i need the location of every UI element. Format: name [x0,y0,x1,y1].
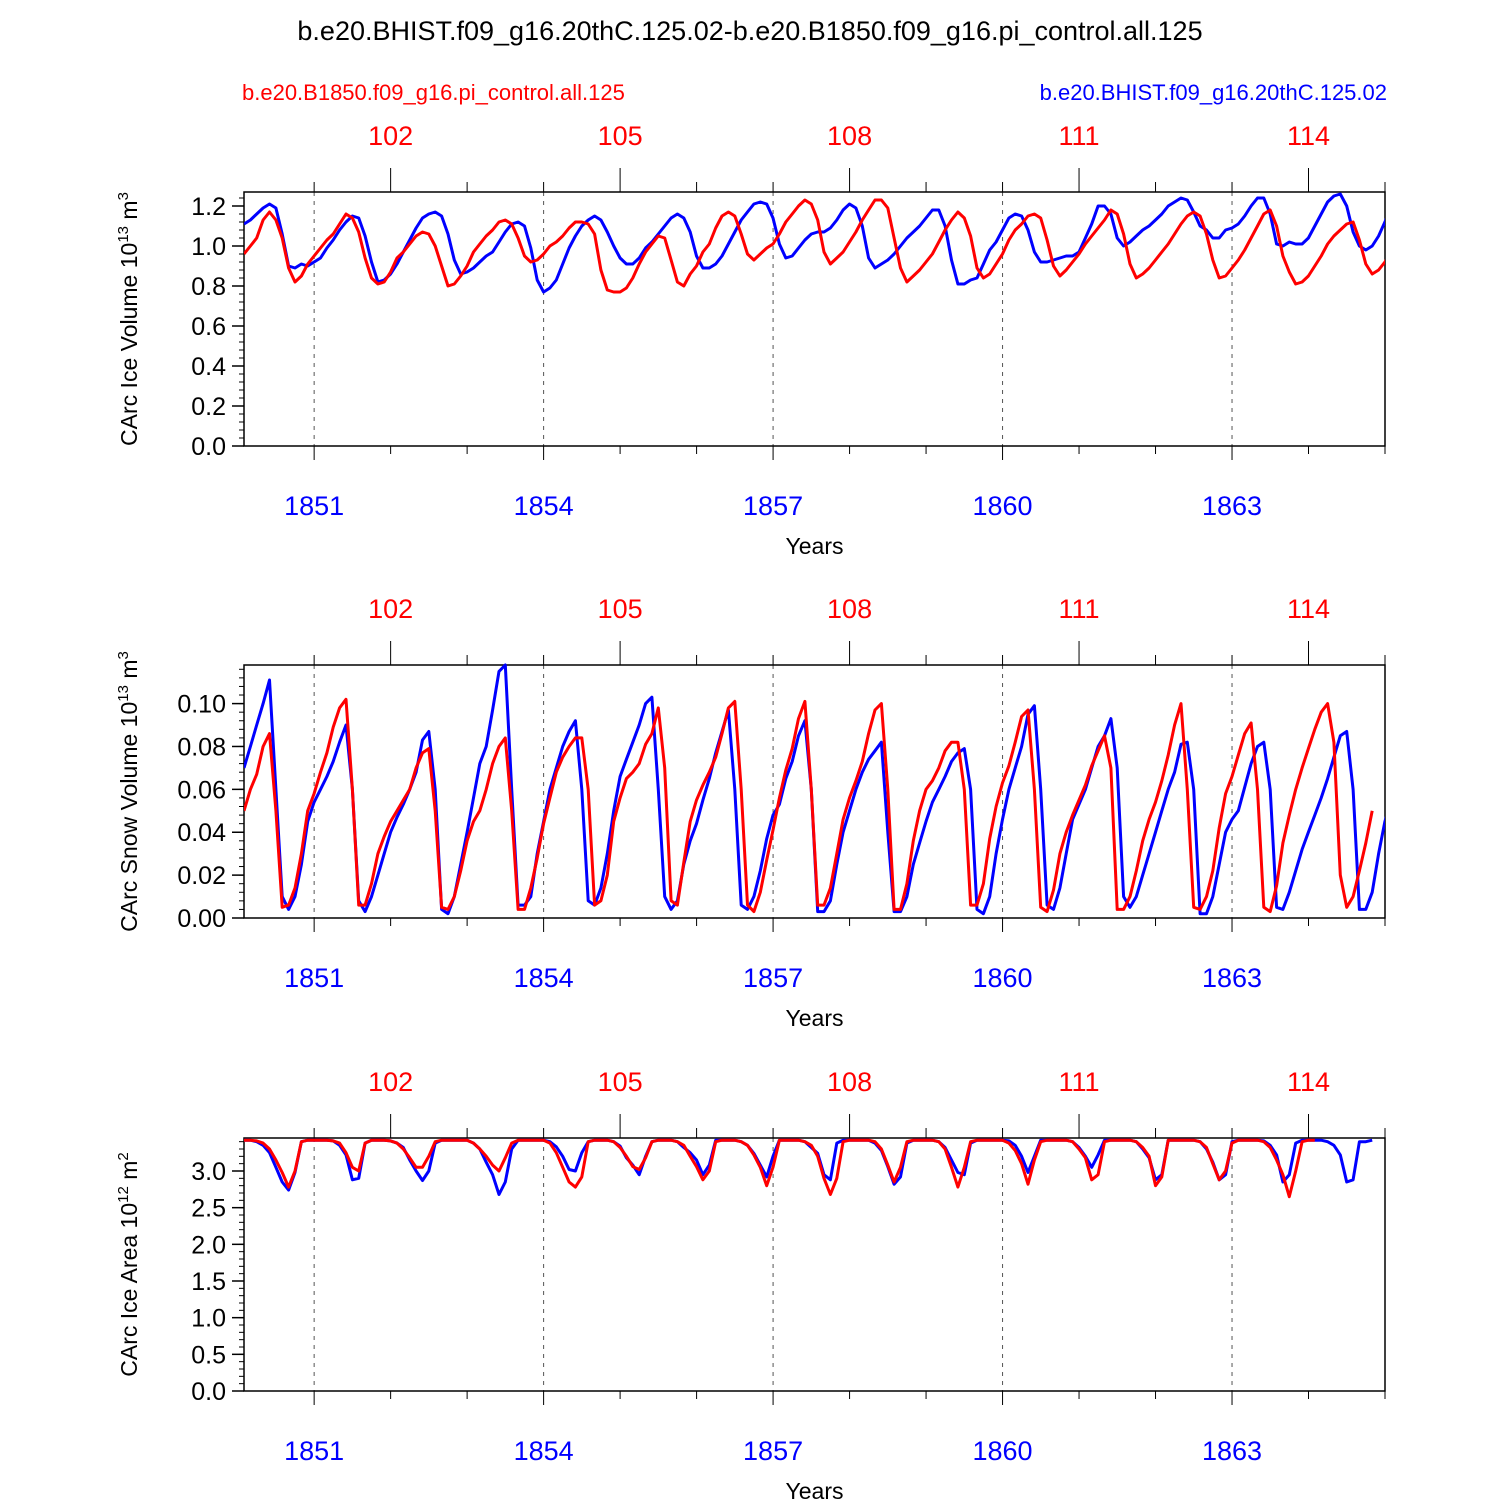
y-tick-label: 0.0 [191,1378,226,1406]
y-tick-label: 3.0 [191,1158,226,1186]
x-top-label: 108 [827,1067,872,1097]
series-line-hist [244,192,1385,294]
x-bottom-label: 1857 [743,963,803,993]
y-tick-label: 0.2 [191,393,226,421]
x-top-label: 102 [368,594,413,624]
legend-hist-label: b.e20.BHIST.f09_g16.20thC.125.02 [1039,80,1387,105]
y-tick-label: 0.02 [177,862,226,890]
panel-3: 0.0 0.5 1.0 1.5 2.0 2.5 3.0 1851 1854 1857 1860 186… [115,1067,1386,1500]
x-bottom-label: 1857 [743,1436,803,1466]
y-tick-label: 0.5 [191,1341,226,1369]
x-top-label: 114 [1287,594,1330,624]
x-bottom-label: 1854 [514,1436,574,1466]
y-axis-label: CArc Ice Area 1012 m2 [115,1152,142,1376]
y-tick-label: 0.00 [177,905,226,933]
series-line-hist [244,663,1385,916]
x-top-label: 111 [1059,594,1100,624]
x-bottom-label: 1851 [284,963,344,993]
y-tick-label: 1.5 [191,1268,226,1296]
x-top-label: 114 [1287,121,1330,151]
x-bottom-label: 1860 [973,1436,1033,1466]
y-axis-label: CArc Snow Volume 1013 m3 [115,651,142,932]
x-bottom-label: 1854 [514,491,574,521]
x-top-label: 105 [598,121,643,151]
legend-control-label: b.e20.B1850.f09_g16.pi_control.all.125 [242,80,625,105]
series-line-hist [244,1138,1373,1196]
x-top-label: 102 [368,1067,413,1097]
x-bottom-label: 1857 [743,491,803,521]
x-top-label: 108 [827,594,872,624]
x-top-label: 105 [598,594,643,624]
x-top-label: 114 [1287,1067,1330,1097]
x-top-label: 108 [827,121,872,151]
y-tick-label: 0.06 [177,776,226,804]
y-tick-label: 1.0 [191,233,226,261]
figure-title: b.e20.BHIST.f09_g16.20thC.125.02-b.e20.B… [297,16,1203,46]
x-top-label: 102 [368,121,413,151]
y-tick-label: 0.6 [191,313,226,341]
x-bottom-label: 1860 [973,491,1033,521]
x-bottom-label: 1851 [284,491,344,521]
y-tick-label: 1.0 [191,1305,226,1333]
x-axis-label: Years [786,1478,844,1500]
y-tick-label: 0.04 [177,819,226,847]
series-line-control [244,1138,1315,1199]
x-axis-label: Years [786,533,844,559]
y-tick-label: 2.5 [191,1195,226,1223]
x-bottom-label: 1863 [1202,963,1262,993]
x-top-label: 111 [1059,1067,1100,1097]
x-bottom-label: 1863 [1202,1436,1262,1466]
series-line-control [244,697,1374,914]
series-line-control [244,198,1385,294]
y-tick-label: 0.08 [177,733,226,761]
panel-1: 0.0 0.2 0.4 0.6 0.8 1.0 1.2 1851 1854 1857 1860 186… [115,121,1386,559]
y-axis-label: CArc Ice Volume 1013 m3 [115,192,142,446]
y-tick-label: 1.2 [191,193,226,221]
x-top-label: 111 [1059,121,1100,151]
plot-frame [243,1137,1386,1392]
y-tick-label: 0.0 [191,433,226,461]
y-tick-label: 0.4 [191,353,226,381]
plot-frame [243,664,1386,919]
panel-2: 0.00 0.02 0.04 0.06 0.08 0.10 1851 1854 1857 1860… [115,594,1386,1031]
x-bottom-label: 1863 [1202,491,1262,521]
x-bottom-label: 1851 [284,1436,344,1466]
x-bottom-label: 1860 [973,963,1033,993]
y-tick-label: 0.8 [191,273,226,301]
x-top-label: 105 [598,1067,643,1097]
y-tick-label: 0.10 [177,691,226,719]
plot-frame [243,191,1386,447]
x-bottom-label: 1854 [514,963,574,993]
x-axis-label: Years [786,1005,844,1031]
y-tick-label: 2.0 [191,1231,226,1259]
